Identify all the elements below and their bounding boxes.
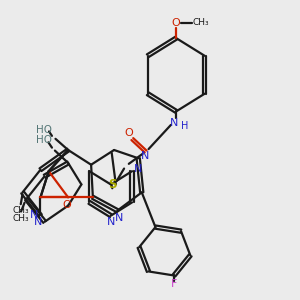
Text: N: N [140,151,149,161]
Text: O: O [172,18,181,28]
Text: N: N [169,118,178,128]
Text: N: N [34,217,42,227]
Text: CH₃: CH₃ [192,18,208,27]
Text: H: H [181,121,188,130]
Text: S: S [108,178,117,191]
Text: N: N [30,210,38,220]
Text: O: O [62,200,71,210]
Text: F: F [171,279,177,289]
Text: O: O [124,128,133,138]
Text: N: N [107,218,115,227]
Text: CH₃: CH₃ [13,214,29,223]
Text: N: N [115,213,123,223]
Text: CH₃: CH₃ [12,206,29,215]
Text: N: N [134,164,142,174]
Text: HO: HO [36,125,52,135]
Text: HO: HO [36,135,52,145]
